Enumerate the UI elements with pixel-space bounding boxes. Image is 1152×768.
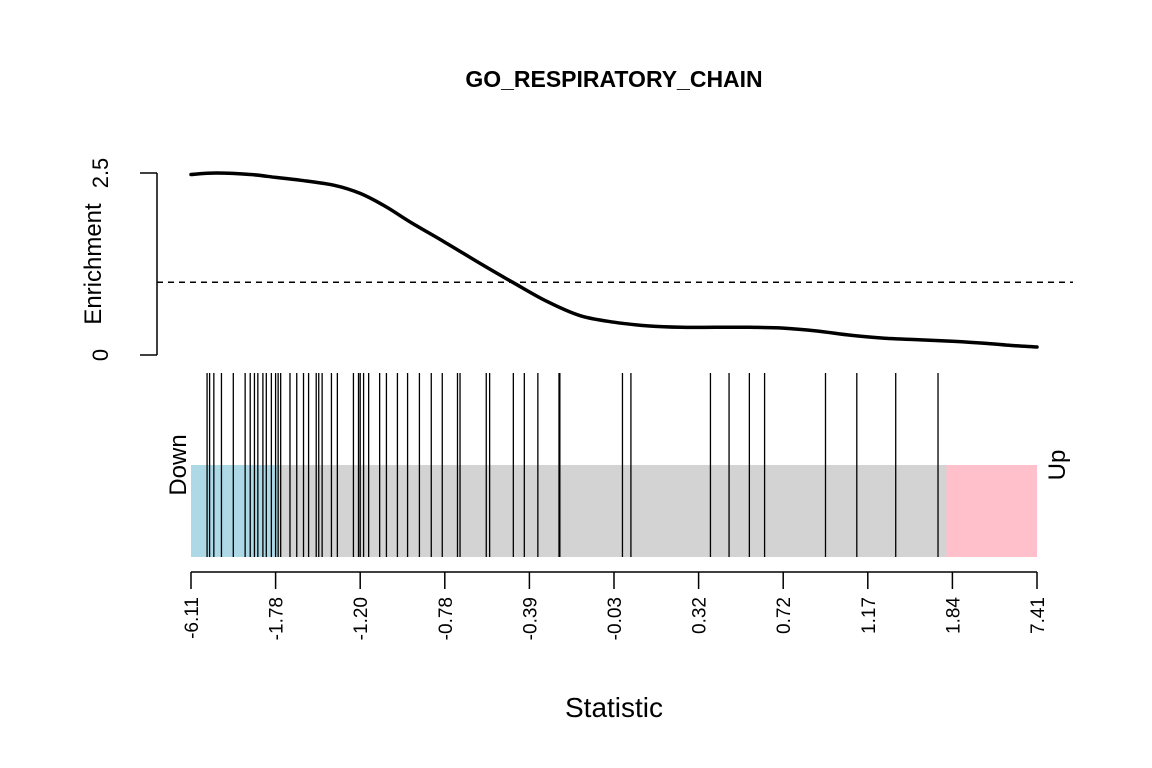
x-tick-label: 7.41 [1028,597,1049,634]
x-tick-label: -0.78 [436,597,457,640]
enrichment-curve [189,171,1039,349]
x-tick-label: 1.84 [943,597,964,634]
x-tick-label: 0.32 [690,597,711,634]
x-axis-label: Statistic [565,692,663,723]
enrichment-tick-label: 0 [88,349,113,361]
statistic-x-axis: -6.11 -1.78 -1.20 -0.78 -0.39 -0.03 0.32 0.72 1.… [182,571,1049,640]
enrichment-axis-label: Enrichment [80,203,107,325]
x-tick-label: 1.17 [859,597,880,634]
up-label: Up [1044,450,1071,481]
x-tick-label: -1.78 [267,597,288,640]
barcode-lines [206,373,939,557]
rank-regions [191,465,1037,557]
up-region [946,465,1037,557]
x-tick-label: -0.39 [520,597,541,640]
enrichment-y-axis: 02.5 [88,158,158,361]
x-tick-label: -0.03 [605,597,626,640]
x-tick-label: -1.20 [351,597,372,640]
x-tick-label: 0.72 [774,597,795,634]
x-tick-label: -6.11 [182,597,203,639]
down-label: Down [165,434,192,495]
middle-region [277,465,947,557]
enrichment-tick-label: 2.5 [88,158,113,189]
chart-title: GO_RESPIRATORY_CHAIN [465,66,762,92]
down-region [191,465,278,557]
